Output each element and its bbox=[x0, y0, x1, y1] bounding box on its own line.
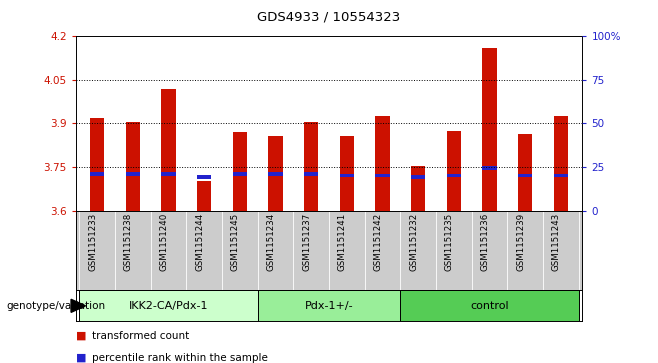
Bar bbox=[233, 132, 247, 211]
Text: GSM1151239: GSM1151239 bbox=[517, 213, 525, 271]
Text: control: control bbox=[470, 301, 509, 311]
Text: IKK2-CA/Pdx-1: IKK2-CA/Pdx-1 bbox=[129, 301, 208, 311]
Bar bbox=[126, 122, 140, 211]
Text: GSM1151238: GSM1151238 bbox=[124, 213, 133, 271]
Bar bbox=[90, 118, 104, 211]
Text: ■: ■ bbox=[76, 352, 86, 363]
Bar bbox=[340, 174, 354, 178]
Bar bbox=[90, 172, 104, 176]
Bar bbox=[197, 175, 211, 179]
Bar bbox=[411, 166, 425, 211]
Bar bbox=[197, 182, 211, 211]
Text: GSM1151235: GSM1151235 bbox=[445, 213, 454, 271]
Bar bbox=[518, 174, 532, 178]
Text: percentile rank within the sample: percentile rank within the sample bbox=[92, 352, 268, 363]
Text: GDS4933 / 10554323: GDS4933 / 10554323 bbox=[257, 11, 401, 24]
Text: GSM1151243: GSM1151243 bbox=[552, 213, 561, 271]
Text: GSM1151242: GSM1151242 bbox=[374, 213, 382, 271]
Bar bbox=[161, 172, 176, 176]
Text: GSM1151245: GSM1151245 bbox=[231, 213, 240, 271]
Text: Pdx-1+/-: Pdx-1+/- bbox=[305, 301, 353, 311]
Bar bbox=[482, 48, 497, 211]
Text: GSM1151232: GSM1151232 bbox=[409, 213, 418, 271]
Bar bbox=[340, 136, 354, 211]
Bar bbox=[482, 166, 497, 170]
Bar bbox=[375, 174, 390, 178]
Text: GSM1151234: GSM1151234 bbox=[266, 213, 276, 271]
Text: GSM1151240: GSM1151240 bbox=[159, 213, 168, 271]
Bar bbox=[233, 172, 247, 176]
Bar bbox=[518, 134, 532, 211]
Bar bbox=[268, 172, 283, 176]
Bar bbox=[304, 122, 318, 211]
Text: genotype/variation: genotype/variation bbox=[7, 301, 106, 311]
Bar bbox=[304, 172, 318, 176]
Text: GSM1151233: GSM1151233 bbox=[88, 213, 97, 271]
Bar bbox=[447, 131, 461, 211]
Bar bbox=[554, 174, 568, 178]
Bar bbox=[447, 174, 461, 178]
Bar bbox=[554, 116, 568, 211]
Text: ■: ■ bbox=[76, 331, 86, 341]
Bar bbox=[79, 290, 258, 321]
Text: GSM1151241: GSM1151241 bbox=[338, 213, 347, 271]
Text: GSM1151244: GSM1151244 bbox=[195, 213, 204, 271]
Bar bbox=[126, 172, 140, 176]
Text: transformed count: transformed count bbox=[92, 331, 190, 341]
Text: GSM1151237: GSM1151237 bbox=[302, 213, 311, 271]
Bar bbox=[375, 116, 390, 211]
Bar bbox=[268, 136, 283, 211]
Bar bbox=[400, 290, 579, 321]
Bar bbox=[411, 175, 425, 179]
Bar bbox=[161, 89, 176, 211]
Text: GSM1151236: GSM1151236 bbox=[480, 213, 490, 271]
Bar bbox=[258, 290, 400, 321]
